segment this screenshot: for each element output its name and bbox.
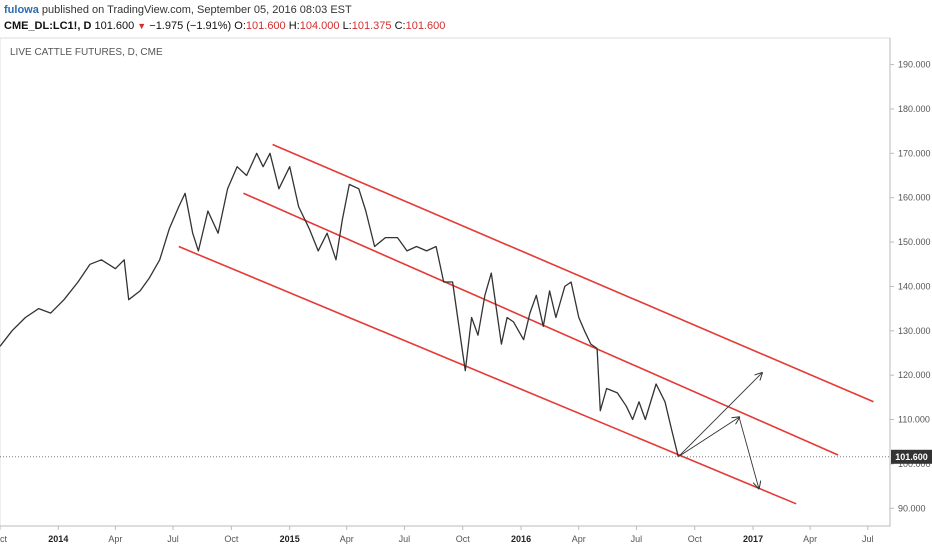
change-value: −1.975 (−1.91%) bbox=[149, 20, 232, 32]
y-tick-label: 90.000 bbox=[898, 503, 926, 513]
y-tick-label: 100.000 bbox=[898, 459, 931, 469]
last-price-marker: 101.600 bbox=[0, 449, 932, 464]
x-tick-label: Apr bbox=[572, 534, 586, 544]
chart-title: LIVE CATTLE FUTURES, D, CME bbox=[10, 47, 163, 58]
x-tick-label: 2015 bbox=[280, 534, 300, 544]
y-tick-label: 150.000 bbox=[898, 237, 931, 247]
projection-arrow bbox=[678, 417, 739, 458]
x-axis-ticks: Oct 2014 Apr Jul Oct 2015 Apr Jul Oct 2016 Apr Jul O… bbox=[0, 526, 874, 544]
channel-lines bbox=[178, 143, 874, 505]
last-price-tag-label: 101.600 bbox=[895, 452, 928, 462]
y-tick-label: 120.000 bbox=[898, 370, 931, 380]
close-label: C: bbox=[394, 20, 406, 32]
x-tick-label: 2014 bbox=[48, 534, 68, 544]
x-tick-label: 2016 bbox=[511, 534, 531, 544]
last-price-tag bbox=[891, 449, 932, 464]
x-tick-label: Jul bbox=[631, 534, 643, 544]
projection-arrow bbox=[677, 373, 762, 458]
symbol-label: CME_DL:LC1!, D bbox=[4, 20, 92, 32]
high-value: 104.000 bbox=[299, 20, 340, 32]
high-label: H: bbox=[288, 20, 300, 32]
x-tick-label: Apr bbox=[108, 534, 122, 544]
x-tick-label: Jul bbox=[167, 534, 179, 544]
y-tick-label: 160.000 bbox=[898, 193, 931, 203]
last-price: 101.600 bbox=[94, 20, 135, 32]
x-tick-label: Oct bbox=[0, 534, 7, 544]
y-tick-label: 110.000 bbox=[898, 415, 930, 425]
down-triangle-icon: ▼ bbox=[137, 21, 147, 31]
channel-line bbox=[272, 143, 874, 403]
projection-arrows bbox=[677, 373, 762, 488]
x-tick-label: Oct bbox=[224, 534, 239, 544]
x-tick-label: Apr bbox=[803, 534, 817, 544]
channel-line bbox=[178, 245, 797, 505]
x-tick-label: Jul bbox=[399, 534, 411, 544]
quote-line: CME_DL:LC1!, D 101.600 ▼ −1.975 (−1.91%)… bbox=[4, 20, 445, 32]
x-tick-label: 2017 bbox=[743, 534, 763, 544]
low-label: L: bbox=[342, 20, 352, 32]
low-value: 101.375 bbox=[351, 20, 392, 32]
channel-line bbox=[243, 192, 839, 456]
y-tick-label: 190.000 bbox=[898, 60, 931, 70]
open-value: 101.600 bbox=[245, 20, 286, 32]
open-label: O: bbox=[234, 20, 246, 32]
publish-header: fulowa published on TradingView.com, Sep… bbox=[4, 4, 352, 16]
projection-arrow bbox=[738, 417, 759, 488]
price-series bbox=[0, 152, 679, 457]
close-value: 101.600 bbox=[405, 20, 446, 32]
y-tick-label: 180.000 bbox=[898, 104, 931, 114]
y-tick-label: 130.000 bbox=[898, 326, 931, 336]
x-tick-label: Jul bbox=[862, 534, 874, 544]
x-tick-label: Oct bbox=[688, 534, 703, 544]
x-tick-label: Oct bbox=[456, 534, 471, 544]
y-axis-ticks: 190.000 180.000 170.000 160.000 150.000 140.0… bbox=[890, 60, 931, 513]
publish-info: published on TradingView.com, September … bbox=[41, 4, 352, 16]
y-tick-label: 140.000 bbox=[898, 281, 931, 291]
author-name[interactable]: fulowa bbox=[4, 4, 39, 16]
x-tick-label: Apr bbox=[340, 534, 354, 544]
y-tick-label: 170.000 bbox=[898, 148, 931, 158]
price-line bbox=[0, 152, 679, 457]
